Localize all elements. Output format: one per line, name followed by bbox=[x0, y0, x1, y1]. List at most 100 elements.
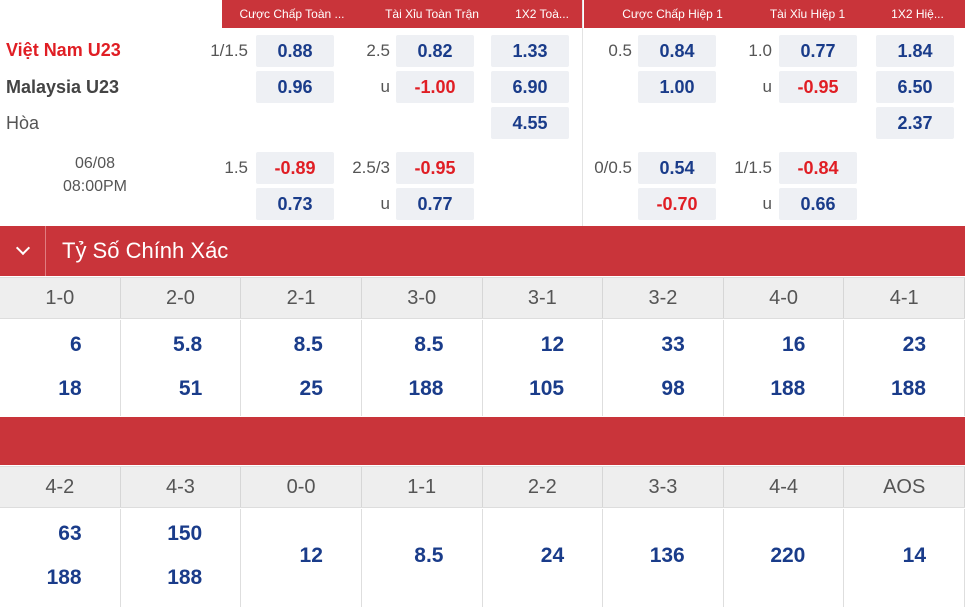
hdp-home-odds[interactable]: 0.88 bbox=[256, 35, 334, 67]
score-odds-cell[interactable]: 16 188 bbox=[724, 320, 845, 416]
score-odds-cell[interactable]: 12 105 bbox=[483, 320, 604, 416]
ou-line: 2.5 bbox=[366, 41, 390, 60]
score-odds-cell[interactable]: 63 188 bbox=[0, 509, 121, 607]
alt-ou-over-odds[interactable]: -0.95 bbox=[396, 152, 474, 184]
alt-half-hdp-line: 0/0.5 bbox=[594, 158, 632, 177]
score-odds-away[interactable]: 105 bbox=[529, 377, 565, 400]
header-full-handicap: Cược Chấp Toàn ... bbox=[239, 7, 345, 21]
alt-ou-under-odds[interactable]: 0.77 bbox=[396, 188, 474, 220]
score-odds-value[interactable]: 220 bbox=[770, 544, 806, 567]
1x2-home-odds[interactable]: 1.33 bbox=[491, 35, 569, 67]
score-odds-row-1: 6 18 5.8 51 8.5 25 8.5 188 12 105 33 98 16 188 23 188 bbox=[0, 320, 965, 416]
alt-ou-under-label: u bbox=[380, 194, 390, 213]
score-odds-away[interactable]: 188 bbox=[46, 566, 82, 589]
score-label: 4-0 bbox=[724, 278, 845, 318]
ou-over-odds[interactable]: 0.82 bbox=[396, 35, 474, 67]
score-odds-value[interactable]: 24 bbox=[540, 544, 565, 567]
score-odds-home[interactable]: 63 bbox=[58, 522, 82, 545]
half-hdp-away-odds[interactable]: 1.00 bbox=[638, 71, 716, 103]
1x2-draw-odds[interactable]: 4.55 bbox=[491, 107, 569, 139]
score-label: 4-3 bbox=[121, 467, 242, 507]
score-odds-away[interactable]: 188 bbox=[408, 377, 444, 400]
ou-under-odds[interactable]: -1.00 bbox=[396, 71, 474, 103]
score-odds-home[interactable]: 6 bbox=[69, 333, 82, 356]
score-label: 4-2 bbox=[0, 467, 121, 507]
score-label: 3-3 bbox=[603, 467, 724, 507]
half-hdp-line: 0.5 bbox=[608, 41, 632, 60]
match-date: 06/08 bbox=[74, 155, 116, 172]
full-match-header-bar bbox=[222, 0, 582, 28]
score-odds-away[interactable]: 18 bbox=[58, 377, 82, 400]
alt-half-ou-over-odds[interactable]: -0.84 bbox=[779, 152, 857, 184]
score-odds-home[interactable]: 5.8 bbox=[173, 333, 203, 356]
header-half-1x2: 1X2 Hiệ... bbox=[891, 7, 944, 21]
section-toggle-button[interactable] bbox=[0, 226, 46, 276]
half-1x2-draw-odds[interactable]: 2.37 bbox=[876, 107, 954, 139]
half-ou-line: 1.0 bbox=[748, 41, 772, 60]
score-odds-cell[interactable]: 8.5 188 bbox=[362, 320, 483, 416]
score-label: 2-0 bbox=[121, 278, 242, 318]
score-odds-away[interactable]: 188 bbox=[770, 377, 806, 400]
score-odds-cell[interactable]: 6 18 bbox=[0, 320, 121, 416]
alt-hdp-line: 1.5 bbox=[224, 158, 248, 177]
half-ou-over-odds[interactable]: 0.77 bbox=[779, 35, 857, 67]
score-label: AOS bbox=[844, 467, 965, 507]
score-label: 3-1 bbox=[483, 278, 604, 318]
half-hdp-home-odds[interactable]: 0.84 bbox=[638, 35, 716, 67]
score-odds-value[interactable]: 136 bbox=[649, 544, 685, 567]
match-datetime: 06/08 08:00PM bbox=[30, 152, 160, 198]
score-label: 3-0 bbox=[362, 278, 483, 318]
score-odds-cell[interactable]: 14 bbox=[844, 509, 965, 607]
hdp-away-odds[interactable]: 0.96 bbox=[256, 71, 334, 103]
alt-ou-line: 2.5/3 bbox=[352, 158, 390, 177]
first-half-header-bar bbox=[584, 0, 965, 28]
score-odds-cell[interactable]: 33 98 bbox=[603, 320, 724, 416]
alt-half-hdp-home-odds[interactable]: 0.54 bbox=[638, 152, 716, 184]
score-odds-away[interactable]: 188 bbox=[167, 566, 203, 589]
hdp-line: 1/1.5 bbox=[210, 41, 248, 60]
score-odds-cell[interactable]: 24 bbox=[483, 509, 604, 607]
alt-hdp-away-odds[interactable]: 0.73 bbox=[256, 188, 334, 220]
score-odds-away[interactable]: 25 bbox=[299, 377, 323, 400]
score-odds-home[interactable]: 8.5 bbox=[414, 333, 444, 356]
half-1x2-home-odds[interactable]: 1.84 bbox=[876, 35, 954, 67]
alt-half-ou-line: 1/1.5 bbox=[734, 158, 772, 177]
score-odds-cell[interactable]: 8.5 bbox=[362, 509, 483, 607]
score-odds-away[interactable]: 188 bbox=[890, 377, 926, 400]
score-odds-cell[interactable]: 23 188 bbox=[844, 320, 965, 416]
score-odds-cell[interactable]: 136 bbox=[603, 509, 724, 607]
header-half-over-under: Tài Xỉu Hiệp 1 bbox=[769, 7, 846, 21]
score-odds-away[interactable]: 98 bbox=[661, 377, 685, 400]
score-label: 4-1 bbox=[844, 278, 965, 318]
half-ou-under-odds[interactable]: -0.95 bbox=[779, 71, 857, 103]
alt-hdp-home-odds[interactable]: -0.89 bbox=[256, 152, 334, 184]
chevron-down-icon bbox=[15, 240, 30, 256]
score-odds-home[interactable]: 150 bbox=[167, 522, 203, 545]
score-odds-home[interactable]: 8.5 bbox=[293, 333, 323, 356]
score-odds-cell[interactable]: 12 bbox=[241, 509, 362, 607]
score-odds-cell[interactable]: 5.8 51 bbox=[121, 320, 242, 416]
score-odds-cell[interactable]: 150 188 bbox=[121, 509, 242, 607]
score-odds-value[interactable]: 8.5 bbox=[414, 544, 444, 567]
score-odds-home[interactable]: 23 bbox=[902, 333, 926, 356]
correct-score-section-header[interactable]: Tỷ Số Chính Xác bbox=[0, 226, 965, 276]
score-odds-cell[interactable]: 220 bbox=[724, 509, 845, 607]
alt-half-hdp-away-odds[interactable]: -0.70 bbox=[638, 188, 716, 220]
score-header-row-2: 4-2 4-3 0-0 1-1 2-2 3-3 4-4 AOS bbox=[0, 466, 965, 508]
score-odds-row-2: 63 188 150 188 12 8.5 24 136 220 14 bbox=[0, 509, 965, 607]
score-odds-cell[interactable]: 8.5 25 bbox=[241, 320, 362, 416]
score-odds-value[interactable]: 12 bbox=[299, 544, 323, 567]
ou-under-label: u bbox=[380, 77, 390, 96]
half-ou-under-label: u bbox=[762, 77, 772, 96]
section-separator-band bbox=[0, 417, 965, 465]
header-full-1x2: 1X2 Toà... bbox=[515, 7, 569, 21]
score-odds-value[interactable]: 14 bbox=[902, 544, 926, 567]
alt-half-ou-under-odds[interactable]: 0.66 bbox=[779, 188, 857, 220]
score-label: 0-0 bbox=[241, 467, 362, 507]
score-odds-home[interactable]: 16 bbox=[782, 333, 806, 356]
score-odds-home[interactable]: 33 bbox=[661, 333, 685, 356]
score-odds-home[interactable]: 12 bbox=[540, 333, 565, 356]
score-odds-away[interactable]: 51 bbox=[178, 377, 203, 400]
1x2-away-odds[interactable]: 6.90 bbox=[491, 71, 569, 103]
half-1x2-away-odds[interactable]: 6.50 bbox=[876, 71, 954, 103]
